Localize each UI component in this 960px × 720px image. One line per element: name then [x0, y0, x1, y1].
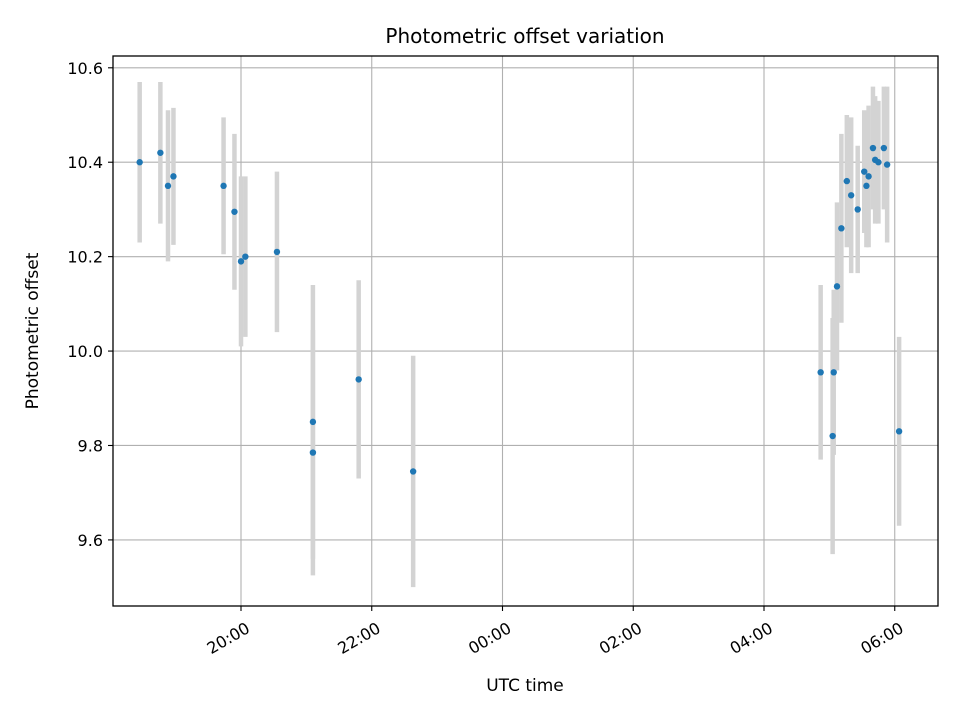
x-axis-label: UTC time [486, 676, 564, 696]
y-tick-label: 10.6 [67, 59, 103, 78]
data-point [829, 432, 836, 440]
data-point [220, 182, 227, 190]
y-tick-label: 9.6 [78, 531, 103, 550]
data-point [136, 159, 143, 166]
data-point [830, 369, 837, 376]
data-points [136, 144, 903, 475]
data-point [854, 206, 861, 213]
data-point [895, 428, 903, 435]
y-tick-label: 9.8 [78, 436, 103, 455]
data-point [875, 159, 882, 166]
data-point [164, 182, 172, 190]
y-axis-ticks: 9.6 9.8 10.0 10.2 10.4 10.6 [67, 59, 113, 550]
data-point [273, 248, 281, 256]
data-point [847, 192, 855, 199]
data-point [309, 418, 317, 426]
data-point [861, 168, 868, 175]
data-point [309, 449, 317, 456]
plot-frame [112, 55, 939, 607]
y-axis-label: Photometric offset [23, 252, 43, 409]
data-point [817, 369, 824, 376]
data-point [242, 253, 249, 260]
x-axis-ticks: 20:00 22:00 00:00 02:00 04:00 06:00 [204, 606, 907, 658]
data-point [833, 283, 841, 290]
data-point [237, 258, 245, 265]
y-tick-label: 10.2 [67, 248, 103, 267]
data-point [409, 468, 417, 475]
data-point [231, 208, 238, 215]
chart-title: Photometric offset variation [385, 24, 664, 48]
grid [113, 56, 938, 606]
data-point [157, 149, 164, 156]
data-point [843, 177, 851, 185]
data-point [869, 144, 877, 152]
y-tick-label: 10.0 [67, 342, 103, 361]
data-point [838, 225, 845, 232]
data-point [865, 173, 872, 180]
y-tick-label: 10.4 [67, 153, 103, 172]
data-point [880, 144, 888, 152]
data-point [863, 182, 870, 190]
data-point [355, 376, 362, 383]
data-point [170, 173, 177, 180]
data-point [883, 161, 891, 168]
